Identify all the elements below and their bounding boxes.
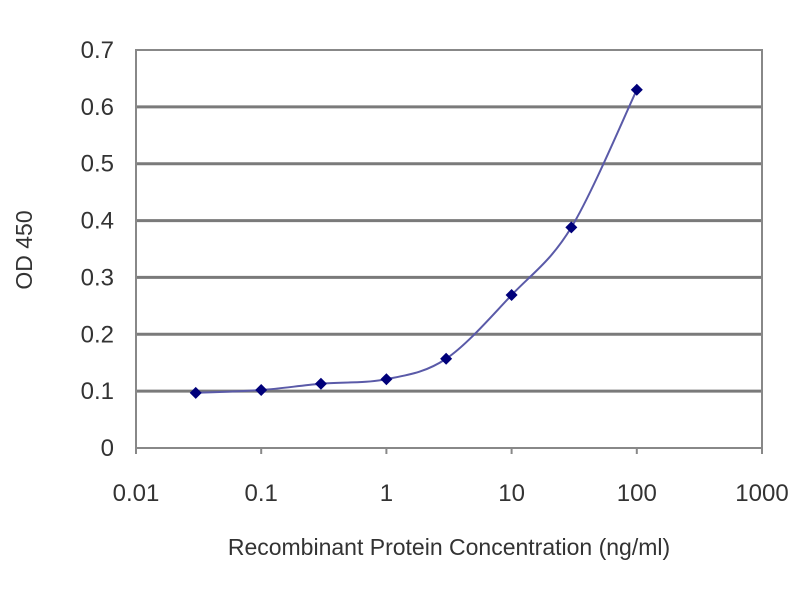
data-point: [189, 386, 202, 399]
plot-area-border: [135, 49, 763, 449]
y-tick-label: 0.5: [81, 151, 114, 178]
data-point: [314, 377, 327, 390]
x-axis-ticks: 0.01 0.1 1 10 100 1000: [113, 448, 789, 507]
y-tick-label: 0.1: [81, 378, 114, 405]
x-tick-label: 1: [380, 480, 393, 507]
data-point: [630, 83, 643, 96]
data-point: [380, 373, 393, 386]
series-line: [195, 89, 638, 394]
x-tick-label: 0.01: [113, 480, 160, 507]
x-tick-label: 100: [617, 480, 657, 507]
y-tick-label: 0.3: [81, 264, 114, 291]
y-tick-label: 0.2: [81, 321, 114, 348]
y-tick-label: 0.7: [81, 37, 114, 64]
data-point: [255, 384, 268, 397]
y-tick-label: 0.6: [81, 94, 114, 121]
x-tick-label: 10: [498, 480, 525, 507]
y-tick-label: 0.4: [81, 208, 114, 235]
data-point: [440, 352, 453, 365]
data-point: [565, 221, 578, 234]
x-tick-label: 0.1: [245, 480, 278, 507]
gridlines: [136, 105, 762, 393]
y-axis-ticks: 0 0.1 0.2 0.3 0.4 0.5 0.6 0.7: [81, 37, 114, 462]
x-tick-label: 1000: [735, 480, 788, 507]
series-markers: [189, 83, 643, 399]
y-tick-label: 0: [101, 435, 114, 462]
data-point: [505, 289, 518, 302]
y-axis-label: OD 450: [11, 210, 37, 289]
x-axis-label: Recombinant Protein Concentration (ng/ml…: [228, 534, 670, 560]
